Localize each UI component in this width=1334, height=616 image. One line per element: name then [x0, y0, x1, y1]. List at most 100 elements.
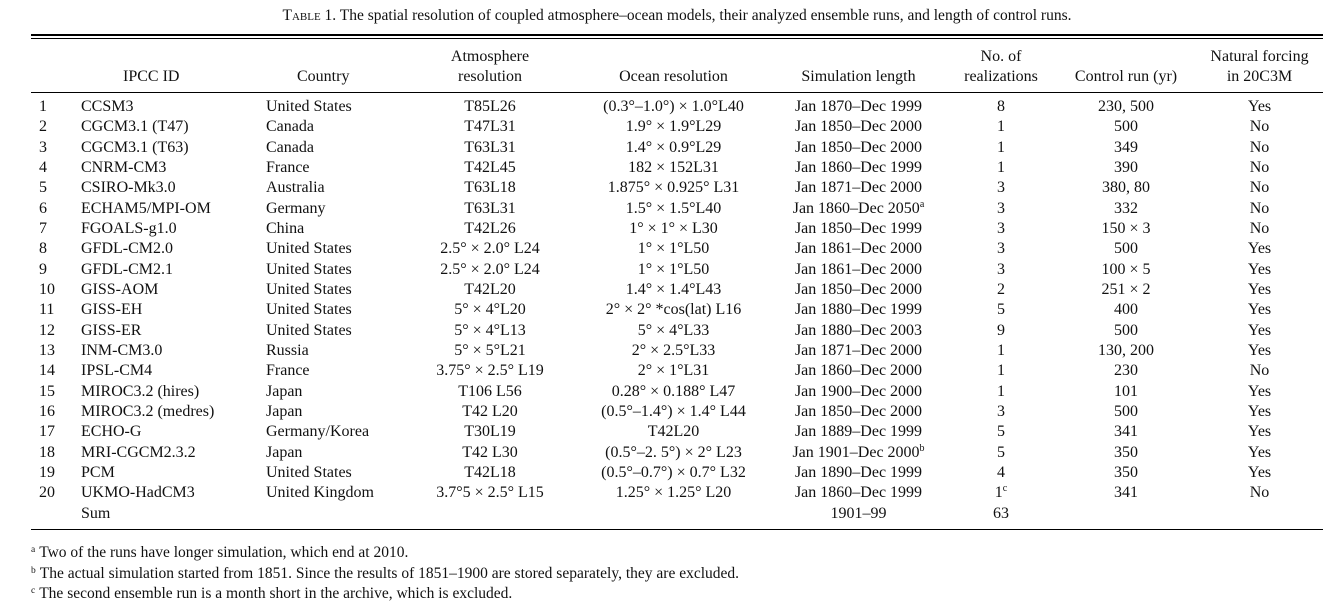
cell-number: 3 — [31, 137, 81, 157]
cell-ipcc-id: IPSL-CM4 — [81, 361, 266, 381]
cell-ocean: 1.4° × 0.9°L29 — [576, 137, 771, 157]
cell-ocean-text: 1.4° × 0.9°L29 — [625, 138, 722, 156]
cell-control: 500 — [1056, 320, 1196, 340]
cell-number: 2 — [31, 117, 81, 137]
cell-atmosphere-text: 2.5° × 2.0° L24 — [440, 260, 540, 278]
cell-atmosphere: 2.5° × 2.0° L24 — [404, 259, 576, 279]
cell-realizations-text: 5 — [997, 301, 1005, 319]
cell-natural-forcing: Yes — [1196, 92, 1323, 117]
cell-country: Germany/Korea — [266, 422, 404, 442]
footnote: a Two of the runs have longer simulation,… — [31, 543, 739, 564]
cell-simulation-text: Jan 1889–Dec 1999 — [794, 423, 923, 441]
cell-simulation-text: Jan 1861–Dec 2000 — [794, 260, 923, 278]
cell-natural-forcing-text: No — [1249, 484, 1270, 502]
table-row: 9 GFDL-CM2.1 United States 2.5° × 2.0° L24 1… — [31, 259, 1323, 279]
table-caption: Table 1. The spatial resolution of coupl… — [0, 7, 1334, 25]
cell-simulation: Jan 1860–Dec 2050a — [771, 198, 946, 218]
cell-natural-forcing: Yes — [1196, 239, 1323, 259]
cell-atmosphere-text: 3.7°5 × 2.5° L15 — [436, 484, 544, 502]
table-row: 4 CNRM-CM3 France T42L45 182 × 152L31 Jan 186… — [31, 158, 1323, 178]
cell-simulation: Jan 1871–Dec 2000 — [771, 341, 946, 361]
cell-realizations: 1 — [946, 341, 1056, 361]
cell-realizations-text: 1 — [997, 158, 1005, 176]
cell-ipcc-id-text: INM-CM3.0 — [81, 341, 163, 359]
cell-country: Russia — [266, 341, 404, 361]
cell-natural-forcing-text: Yes — [1247, 341, 1272, 359]
table-row: 2 CGCM3.1 (T47) Canada T47L31 1.9° × 1.9°L29… — [31, 117, 1323, 137]
cell-realizations-text: 3 — [997, 199, 1005, 217]
cell-control-text: 332 — [1114, 199, 1138, 217]
cell-country: China — [266, 219, 404, 239]
cell-atmosphere-text: T106 L56 — [458, 382, 522, 400]
cell-control-text: 500 — [1114, 240, 1138, 258]
cell-ipcc-id-text: CGCM3.1 (T47) — [81, 118, 189, 136]
sum-label: Sum — [81, 504, 111, 522]
cell-control-text: 500 — [1114, 118, 1138, 136]
footnote-marker: b — [919, 442, 925, 454]
cell-ocean: (0.5°–2. 5°) × 2° L23 — [576, 443, 771, 463]
table-row: 14 IPSL-CM4 France 3.75° × 2.5° L19 2° × 1°L… — [31, 361, 1323, 381]
cell-atmosphere-text: T85L26 — [464, 98, 516, 115]
cell-natural-forcing: Yes — [1196, 443, 1323, 463]
cell-ocean: 1.9° × 1.9°L29 — [576, 117, 771, 137]
cell-simulation-text: Jan 1890–Dec 1999 — [794, 464, 923, 482]
cell-number-text: 6 — [39, 199, 47, 217]
cell-country: United States — [266, 259, 404, 279]
col-header-natural-line2: in 20C3M — [1226, 68, 1293, 85]
footnote-text: Two of the runs have longer simulation, … — [39, 544, 409, 561]
cell-country: Canada — [266, 137, 404, 157]
cell-ipcc-id-text: ECHAM5/MPI-OM — [81, 199, 211, 217]
cell-atmosphere: T42 L30 — [404, 443, 576, 463]
cell-number: 13 — [31, 341, 81, 361]
cell-realizations: 8 — [946, 92, 1056, 117]
cell-ocean: 1° × 1°L50 — [576, 239, 771, 259]
cell-number-text: 1 — [39, 98, 47, 115]
col-header-ocean: Ocean resolution — [619, 68, 728, 85]
table-top-rule — [31, 34, 1323, 36]
cell-country-text: United States — [266, 301, 352, 319]
model-table: IPCC ID Country Atmosphere resolution Oc… — [31, 40, 1323, 524]
cell-natural-forcing: Yes — [1196, 422, 1323, 442]
cell-control: 130, 200 — [1056, 341, 1196, 361]
table-body: 1 CCSM3 United States T85L26 (0.3°–1.0°) × 1… — [31, 92, 1323, 504]
cell-ipcc-id: CGCM3.1 (T63) — [81, 137, 266, 157]
cell-simulation-text: Jan 1871–Dec 2000 — [794, 179, 923, 197]
cell-ocean-text: 1° × 1°L50 — [637, 240, 710, 258]
table-row: 3 CGCM3.1 (T63) Canada T63L31 1.4° × 0.9°L29… — [31, 137, 1323, 157]
cell-number-text: 15 — [39, 382, 55, 400]
cell-ipcc-id-text: CCSM3 — [81, 98, 134, 115]
cell-control: 341 — [1056, 422, 1196, 442]
cell-country: United States — [266, 280, 404, 300]
cell-country-text: Japan — [266, 443, 303, 461]
cell-realizations: 3 — [946, 178, 1056, 198]
cell-simulation: Jan 1900–Dec 2000 — [771, 381, 946, 401]
cell-ipcc-id: ECHAM5/MPI-OM — [81, 198, 266, 218]
cell-natural-forcing-text: No — [1249, 179, 1270, 197]
cell-control: 230, 500 — [1056, 92, 1196, 117]
cell-realizations: 1 — [946, 381, 1056, 401]
cell-natural-forcing: Yes — [1196, 381, 1323, 401]
cell-simulation-text: Jan 1861–Dec 2000 — [794, 240, 923, 258]
cell-ipcc-id-text: GISS-EH — [81, 301, 143, 319]
cell-control-text: 230, 500 — [1098, 98, 1154, 115]
cell-simulation-text: Jan 1880–Dec 2003 — [794, 321, 923, 339]
cell-control-text: 230 — [1114, 362, 1138, 380]
cell-number: 4 — [31, 158, 81, 178]
col-header-atmosphere-line2: resolution — [458, 68, 522, 85]
cell-natural-forcing-text: Yes — [1247, 423, 1272, 441]
table-row: 13 INM-CM3.0 Russia 5° × 5°L21 2° × 2.5°L33 J… — [31, 341, 1323, 361]
cell-ipcc-id: GISS-AOM — [81, 280, 266, 300]
cell-atmosphere-text: T42 L30 — [462, 443, 518, 461]
table-row: 1 CCSM3 United States T85L26 (0.3°–1.0°) × 1… — [31, 92, 1323, 117]
cell-country: France — [266, 361, 404, 381]
cell-ipcc-id-text: IPSL-CM4 — [81, 362, 153, 380]
cell-simulation-text: Jan 1871–Dec 2000 — [794, 341, 923, 359]
cell-country: Australia — [266, 178, 404, 198]
cell-number-text: 9 — [39, 260, 47, 278]
footnotes: a Two of the runs have longer simulation,… — [31, 543, 739, 605]
cell-number: 17 — [31, 422, 81, 442]
cell-ipcc-id-text: GFDL-CM2.1 — [81, 260, 174, 278]
cell-ocean: 1.5° × 1.5°L40 — [576, 198, 771, 218]
cell-ipcc-id: PCM — [81, 463, 266, 483]
cell-number: 12 — [31, 320, 81, 340]
